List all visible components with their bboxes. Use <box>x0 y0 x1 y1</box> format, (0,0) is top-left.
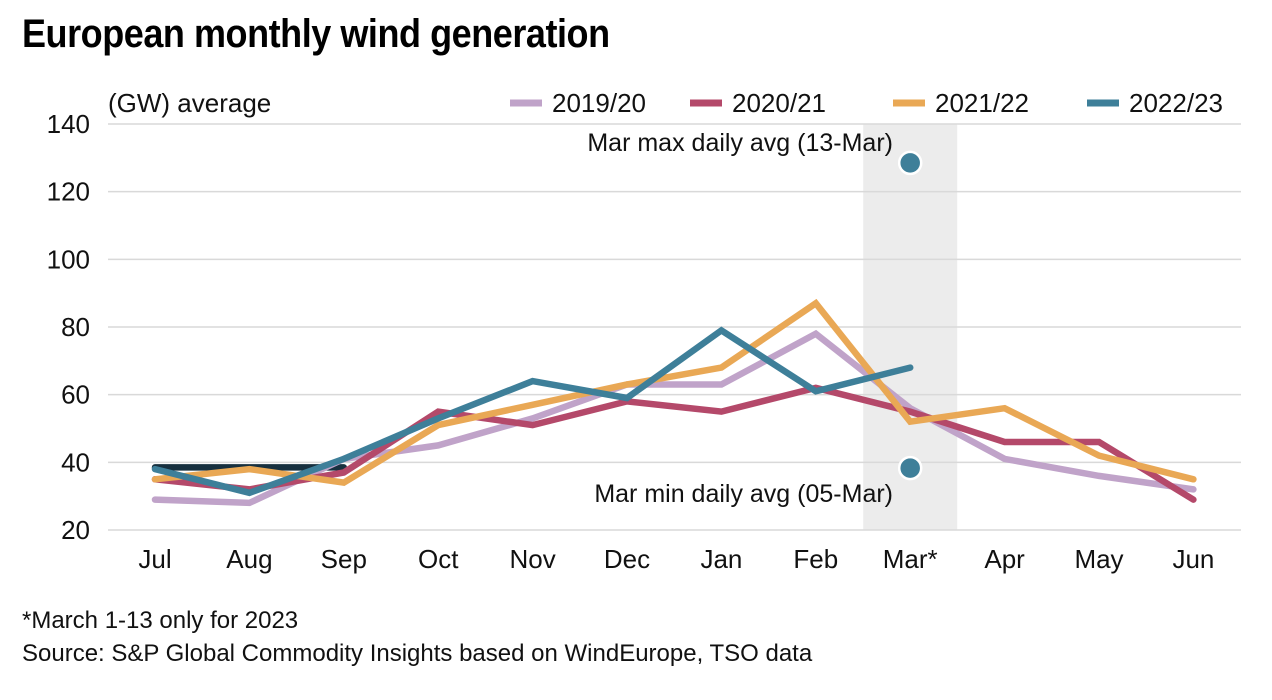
x-tick-label: Sep <box>321 544 367 574</box>
y-tick-label: 40 <box>61 447 90 477</box>
y-tick-label: 60 <box>61 380 90 410</box>
y-tick-label: 100 <box>47 244 90 274</box>
source-note: Source: S&P Global Commodity Insights ba… <box>22 640 813 667</box>
series-line-2022-23 <box>151 326 914 497</box>
x-tick-label: Aug <box>226 544 272 574</box>
annotation-max: Mar max daily avg (13-Mar) <box>587 129 893 157</box>
y-tick-label: 140 <box>47 109 90 139</box>
legend-label: 2021/22 <box>935 88 1029 118</box>
legend-label: 2019/20 <box>552 88 646 118</box>
chart-title: European monthly wind generation <box>22 12 610 56</box>
annotation-min: Mar min daily avg (05-Mar) <box>594 480 893 508</box>
x-tick-label: Oct <box>418 544 459 574</box>
legend-label: 2020/21 <box>732 88 826 118</box>
y-axis-label: (GW) average <box>108 88 271 118</box>
y-tick-label: 120 <box>47 177 90 207</box>
x-tick-label: Jun <box>1172 544 1214 574</box>
series-line-2020-21 <box>151 384 1197 503</box>
max-daily-point <box>897 150 923 176</box>
legend-label: 2022/23 <box>1129 88 1223 118</box>
x-tick-label: Dec <box>604 544 650 574</box>
y-tick-label: 80 <box>61 312 90 342</box>
x-tick-label: Jul <box>138 544 171 574</box>
x-tick-label: May <box>1074 544 1123 574</box>
series-line-2021-22 <box>151 298 1197 486</box>
x-tick-label: Feb <box>793 544 838 574</box>
y-tick-label: 20 <box>61 515 90 545</box>
x-tick-label: Jan <box>700 544 742 574</box>
min-daily-point <box>897 455 923 481</box>
x-tick-label: Nov <box>509 544 555 574</box>
x-tick-label: Apr <box>984 544 1025 574</box>
x-tick-label: Mar* <box>883 544 938 574</box>
footnote: *March 1-13 only for 2023 <box>22 607 299 634</box>
